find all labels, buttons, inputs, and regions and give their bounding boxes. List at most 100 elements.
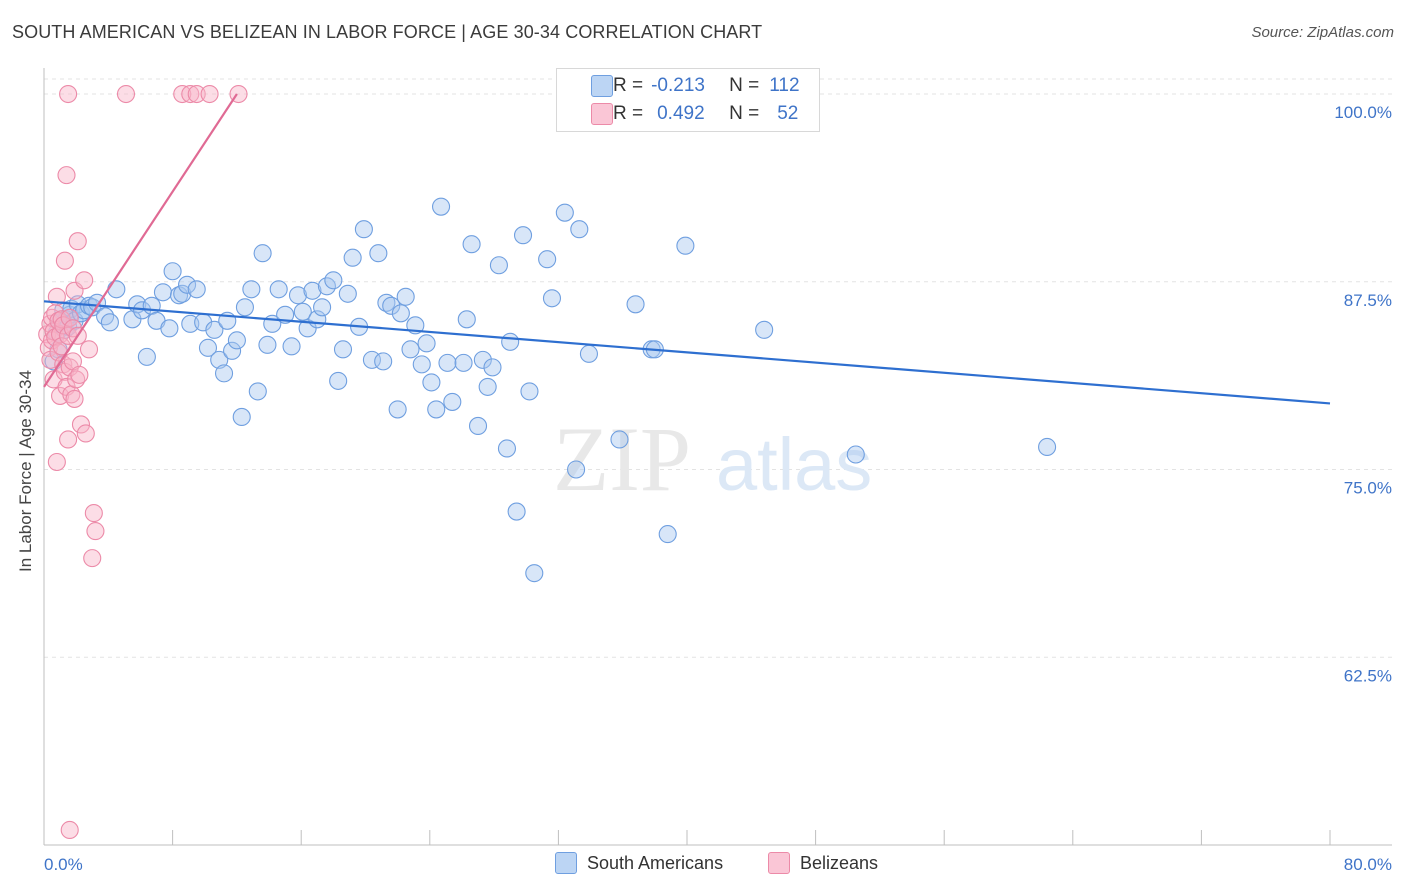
south-american-point bbox=[396, 287, 415, 306]
south-american-point bbox=[454, 353, 473, 372]
south-american-point bbox=[210, 350, 229, 369]
south-american-point bbox=[570, 220, 589, 239]
south-american-point bbox=[676, 236, 695, 255]
belizean-point bbox=[65, 389, 84, 408]
south-american-point bbox=[417, 334, 436, 353]
legend-item-belizeans[interactable]: Belizeans bbox=[768, 852, 878, 874]
south-american-point bbox=[313, 298, 332, 317]
south-american-point bbox=[198, 338, 218, 357]
south-american-point bbox=[538, 250, 557, 269]
south-americans-points bbox=[44, 197, 1057, 583]
x-tick-label-min: 0.0% bbox=[44, 855, 83, 874]
south-american-point bbox=[137, 347, 156, 366]
legend-row-south-americans: R = -0.213 N = 112 bbox=[591, 73, 800, 99]
belizean-point bbox=[83, 549, 102, 568]
south-american-point bbox=[333, 340, 353, 359]
south-american-point bbox=[520, 382, 539, 401]
south-american-point bbox=[525, 564, 544, 583]
belizeans-trendline bbox=[43, 93, 238, 388]
legend-swatch-pink bbox=[768, 852, 790, 874]
watermark-atlas: atlas bbox=[716, 423, 872, 506]
south-american-point bbox=[658, 525, 677, 544]
trend-lines bbox=[43, 93, 1331, 405]
south-american-point bbox=[427, 400, 446, 419]
south-american-point bbox=[497, 439, 517, 458]
south-american-point bbox=[187, 280, 206, 299]
south-american-point bbox=[438, 353, 457, 372]
chart-title: SOUTH AMERICAN VS BELIZEAN IN LABOR FORC… bbox=[12, 22, 763, 42]
belizean-point bbox=[181, 84, 200, 104]
belizeans-points bbox=[38, 84, 248, 840]
belizean-point bbox=[86, 522, 105, 541]
source-label: Source: ZipAtlas.com bbox=[1251, 24, 1394, 41]
belizean-point bbox=[57, 166, 76, 185]
belizean-point bbox=[200, 84, 219, 104]
south-american-point bbox=[288, 286, 308, 305]
south-american-point bbox=[478, 377, 497, 396]
legend-n-label: N = bbox=[729, 103, 760, 124]
south-american-point bbox=[391, 304, 410, 323]
south-american-point bbox=[374, 352, 393, 371]
south-american-point bbox=[223, 341, 242, 360]
south-american-point bbox=[343, 248, 362, 267]
south-american-point bbox=[178, 275, 197, 294]
legend-swatch-pink bbox=[591, 103, 613, 125]
legend-swatch-blue bbox=[591, 75, 613, 97]
belizean-point bbox=[55, 251, 74, 270]
belizean-point bbox=[75, 271, 94, 290]
belizean-point bbox=[60, 820, 79, 840]
belizean-point bbox=[60, 308, 79, 327]
south-american-point bbox=[457, 310, 476, 329]
y-tick-label: 75.0% bbox=[1344, 479, 1392, 498]
south-american-point bbox=[555, 203, 574, 222]
legend-r-value: -0.213 bbox=[651, 75, 705, 96]
south-american-point bbox=[298, 319, 317, 338]
south-american-point bbox=[205, 320, 224, 339]
axes bbox=[43, 68, 1392, 846]
south-american-point bbox=[258, 335, 277, 354]
south-american-point bbox=[483, 358, 502, 377]
south-american-point bbox=[422, 373, 441, 392]
legend-n-value: 112 bbox=[769, 75, 800, 96]
south-american-point bbox=[388, 400, 407, 419]
watermark-zip: ZIP bbox=[553, 408, 691, 510]
south-american-point bbox=[501, 332, 520, 351]
south-american-point bbox=[235, 298, 254, 317]
south-american-point bbox=[227, 331, 246, 350]
y-tick-label: 87.5% bbox=[1344, 291, 1392, 310]
south-american-point bbox=[324, 271, 343, 290]
south-american-point bbox=[610, 430, 629, 449]
belizean-point bbox=[79, 340, 99, 359]
south-americans-trendline bbox=[43, 300, 1331, 405]
legend-row-belizeans: R = 0.492 N = 52 bbox=[591, 101, 798, 127]
grid-lines bbox=[44, 78, 1392, 658]
watermark: ZIP atlas bbox=[553, 408, 872, 510]
south-american-point bbox=[755, 320, 774, 339]
belizean-point bbox=[76, 424, 95, 443]
south-american-point bbox=[846, 445, 865, 464]
south-american-point bbox=[282, 337, 301, 356]
south-american-point bbox=[354, 220, 373, 239]
south-american-point bbox=[338, 284, 357, 303]
south-american-point bbox=[173, 284, 192, 303]
south-american-point bbox=[473, 350, 492, 369]
belizean-point bbox=[59, 430, 78, 449]
south-american-point bbox=[163, 262, 182, 281]
legend-item-south-americans[interactable]: South Americans bbox=[555, 852, 723, 874]
stats-legend: R = -0.213 N = 112 R = 0.492 N = 52 bbox=[556, 68, 820, 132]
belizean-point bbox=[187, 84, 206, 104]
y-tick-label: 100.0% bbox=[1334, 103, 1392, 122]
south-american-point bbox=[362, 350, 381, 369]
south-american-point bbox=[542, 289, 562, 308]
y-tick-label: 62.5% bbox=[1344, 666, 1392, 685]
south-american-point bbox=[432, 197, 451, 216]
south-american-point bbox=[1038, 437, 1057, 457]
south-american-point bbox=[507, 502, 526, 521]
south-american-point bbox=[107, 280, 126, 299]
belizean-point bbox=[70, 365, 89, 384]
legend-r-label: R = bbox=[613, 75, 644, 96]
south-american-point bbox=[513, 226, 533, 245]
belizean-point bbox=[47, 452, 66, 472]
south-american-point bbox=[214, 364, 234, 383]
legend-r-value: 0.492 bbox=[657, 103, 705, 124]
